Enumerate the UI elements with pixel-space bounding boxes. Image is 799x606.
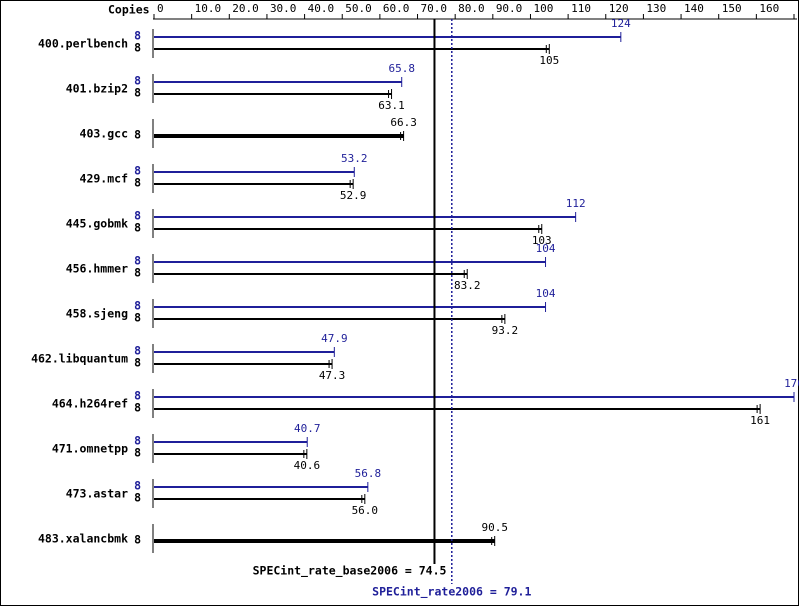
copies-label: 8 <box>134 533 141 547</box>
value-label: 66.3 <box>390 116 417 129</box>
benchmark-label: 401.bzip2 <box>66 82 128 96</box>
copies-label: 8 <box>134 446 141 460</box>
copies-label: 8 <box>134 41 141 55</box>
x-tick-label: 40.0 <box>308 2 335 15</box>
value-label: 47.9 <box>321 332 348 345</box>
benchmark-label: 473.astar <box>66 487 128 501</box>
x-tick-label: 160 <box>759 2 779 15</box>
x-tick-label: 10.0 <box>195 2 222 15</box>
value-label: 40.6 <box>294 459 321 472</box>
copies-label: 8 <box>134 479 141 493</box>
copies-label: 8 <box>134 344 141 358</box>
reference-label: SPECint_rate_base2006 = 74.5 <box>253 564 447 579</box>
copies-label: 8 <box>134 221 141 235</box>
x-tick-label: 50.0 <box>345 2 372 15</box>
value-label: 53.2 <box>341 152 368 165</box>
value-label: 47.3 <box>319 369 346 382</box>
value-label: 104 <box>536 242 556 255</box>
copies-label: 8 <box>134 434 141 448</box>
copies-label: 8 <box>134 176 141 190</box>
copies-label: 8 <box>134 491 141 505</box>
copies-label: 8 <box>134 164 141 178</box>
value-label: 56.0 <box>352 504 379 517</box>
benchmark-label: 483.xalancbmk <box>38 532 128 546</box>
value-label: 105 <box>539 54 559 67</box>
copies-label: 8 <box>134 86 141 100</box>
x-tick-label: 130 <box>646 2 666 15</box>
copies-label: 8 <box>134 74 141 88</box>
value-label: 52.9 <box>340 189 367 202</box>
benchmark-label: 458.sjeng <box>66 307 128 321</box>
copies-label: 8 <box>134 311 141 325</box>
value-label: 93.2 <box>492 324 519 337</box>
value-label: 83.2 <box>454 279 481 292</box>
x-tick-label: 0 <box>157 2 164 15</box>
value-label: 112 <box>566 197 586 210</box>
x-tick-label: 30.0 <box>270 2 297 15</box>
value-label: 90.5 <box>481 521 508 534</box>
copies-label: 8 <box>134 209 141 223</box>
value-label: 63.1 <box>378 99 405 112</box>
x-tick-label: 90.0 <box>496 2 522 15</box>
benchmark-label: 429.mcf <box>80 172 129 186</box>
copies-label: 8 <box>134 266 141 280</box>
x-tick-label: 80.0 <box>458 2 485 15</box>
benchmark-label: 403.gcc <box>80 127 128 141</box>
x-tick-label: 120 <box>609 2 629 15</box>
value-label: 103 <box>532 234 552 247</box>
benchmark-label: 462.libquantum <box>31 352 128 366</box>
x-tick-label: 100 <box>533 2 553 15</box>
copies-label: 8 <box>134 128 141 142</box>
x-tick-label: 60.0 <box>383 2 410 15</box>
value-label: 56.8 <box>355 467 382 480</box>
copies-label: 8 <box>134 401 141 415</box>
value-label: 65.8 <box>388 62 415 75</box>
benchmark-label: 471.omnetpp <box>52 442 128 456</box>
copies-label: 8 <box>134 254 141 268</box>
copies-label: 8 <box>134 29 141 43</box>
benchmark-label: 456.hmmer <box>66 262 128 276</box>
copies-label: 8 <box>134 356 141 370</box>
copies-label: 8 <box>134 299 141 313</box>
x-tick-label: 110 <box>571 2 591 15</box>
reference-label: SPECint_rate2006 = 79.1 <box>372 585 531 600</box>
x-tick-label: 140 <box>684 2 704 15</box>
value-label: 170 <box>784 377 799 390</box>
copies-label: 8 <box>134 389 141 403</box>
x-tick-label: 150 <box>722 2 742 15</box>
value-label: 40.7 <box>294 422 321 435</box>
benchmark-label: 400.perlbench <box>38 37 128 51</box>
benchmark-label: 445.gobmk <box>66 217 128 231</box>
value-label: 161 <box>750 414 770 427</box>
value-label: 124 <box>611 17 631 30</box>
benchmark-label: 464.h264ref <box>52 397 128 411</box>
x-tick-label: 70.0 <box>421 2 448 15</box>
x-tick-label: 20.0 <box>232 2 259 15</box>
axis-label: Copies <box>108 3 150 17</box>
x-tick-label: 170 <box>797 2 799 15</box>
value-label: 104 <box>536 287 556 300</box>
